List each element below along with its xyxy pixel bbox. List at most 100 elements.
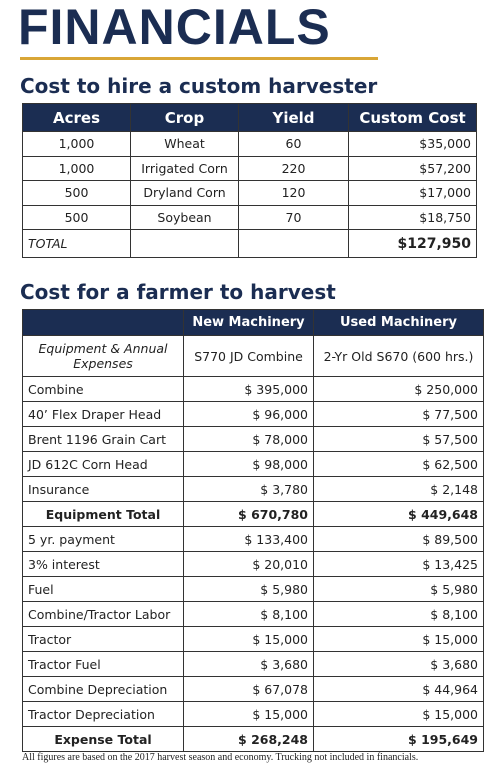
row-label: Tractor Fuel [22, 651, 184, 677]
section-heading: Cost to hire a custom harvester [20, 74, 378, 98]
row-label: Combine Depreciation [22, 676, 184, 702]
table-cell: $ 195,649 [313, 726, 484, 752]
table-cell: 1,000 [22, 131, 131, 157]
table-row: Tractor Depreciation $ 15,000 $ 15,000 [22, 701, 484, 727]
table-row: Brent 1196 Grain Cart $ 78,000 $ 57,500 [22, 426, 484, 452]
table-cell: $17,000 [348, 180, 477, 206]
section-heading: Cost for a farmer to harvest [20, 280, 336, 304]
table-row: Expense Total $ 268,248 $ 195,649 [22, 726, 484, 752]
table-cell: $ 89,500 [313, 526, 484, 552]
table-cell: $ 449,648 [313, 501, 484, 527]
table-cell: 220 [238, 155, 349, 181]
table-cell: $ 8,100 [313, 601, 484, 627]
table-row: Combine $ 395,000 $ 250,000 [22, 376, 484, 402]
row-label: Combine [22, 376, 184, 402]
header-cell: Used Machinery [313, 309, 484, 336]
table-cell: 500 [22, 204, 131, 230]
subheader-cell: Equipment & Annual Expenses [22, 335, 184, 377]
table-cell: $ 98,000 [183, 451, 314, 477]
page-title: FINANCIALS [18, 0, 331, 55]
header-cell: Custom Cost [348, 103, 477, 132]
title-rule [20, 57, 378, 60]
table-cell: $ 133,400 [183, 526, 314, 552]
table-cell: $ 15,000 [313, 626, 484, 652]
table-cell: $ 15,000 [183, 701, 314, 727]
table-cell: $ 15,000 [183, 626, 314, 652]
row-label: Brent 1196 Grain Cart [22, 426, 184, 452]
table-cell: $ 250,000 [313, 376, 484, 402]
table-cell [130, 229, 239, 258]
farmer-cost-table: New Machinery Used Machinery Equipment & … [22, 309, 484, 752]
table-cell: $ 96,000 [183, 401, 314, 427]
row-label: Equipment Total [22, 501, 184, 527]
table-cell: $ 44,964 [313, 676, 484, 702]
row-label: Fuel [22, 576, 184, 602]
table-cell: $ 57,500 [313, 426, 484, 452]
table-row: Tractor $ 15,000 $ 15,000 [22, 626, 484, 652]
table-cell: $ 78,000 [183, 426, 314, 452]
table-cell: $ 268,248 [183, 726, 314, 752]
table-cell: $ 395,000 [183, 376, 314, 402]
row-label: JD 612C Corn Head [22, 451, 184, 477]
row-label: Insurance [22, 476, 184, 502]
table-row: Fuel $ 5,980 $ 5,980 [22, 576, 484, 602]
header-cell: Acres [22, 103, 131, 132]
table-row: Combine/Tractor Labor $ 8,100 $ 8,100 [22, 601, 484, 627]
subheader-cell: 2-Yr Old S670 (600 hrs.) [313, 335, 484, 377]
table-cell: $ 2,148 [313, 476, 484, 502]
row-label: 40’ Flex Draper Head [22, 401, 184, 427]
table-row: 500 Dryland Corn 120 $17,000 [22, 180, 477, 206]
row-label: 5 yr. payment [22, 526, 184, 552]
table-row: Insurance $ 3,780 $ 2,148 [22, 476, 484, 502]
table-cell: $ 62,500 [313, 451, 484, 477]
table-cell: Dryland Corn [130, 180, 239, 206]
table-cell: $ 8,100 [183, 601, 314, 627]
table-cell: $ 67,078 [183, 676, 314, 702]
row-label: Expense Total [22, 726, 184, 752]
table-cell: $ 5,980 [313, 576, 484, 602]
table-cell: Soybean [130, 204, 239, 230]
table-row: 3% interest $ 20,010 $ 13,425 [22, 551, 484, 577]
total-value: $127,950 [348, 229, 477, 258]
table-cell: $ 3,680 [183, 651, 314, 677]
table-cell: 120 [238, 180, 349, 206]
table-cell: 500 [22, 180, 131, 206]
table-row: 1,000 Irrigated Corn 220 $57,200 [22, 155, 477, 181]
footnote: All figures are based on the 2017 harves… [22, 752, 419, 763]
header-cell: Yield [238, 103, 349, 132]
table-cell: $ 13,425 [313, 551, 484, 577]
table-cell: $35,000 [348, 131, 477, 157]
table-cell: 70 [238, 204, 349, 230]
table-row: Combine Depreciation $ 67,078 $ 44,964 [22, 676, 484, 702]
table-cell: $ 3,680 [313, 651, 484, 677]
table-row: 1,000 Wheat 60 $35,000 [22, 131, 477, 157]
table-row: Equipment Total $ 670,780 $ 449,648 [22, 501, 484, 527]
table-row: 40’ Flex Draper Head $ 96,000 $ 77,500 [22, 401, 484, 427]
subheader-cell: S770 JD Combine [183, 335, 314, 377]
subheader-row: Equipment & Annual Expenses S770 JD Combi… [22, 335, 484, 377]
table-cell: $18,750 [348, 204, 477, 230]
row-label: Tractor Depreciation [22, 701, 184, 727]
row-label: 3% interest [22, 551, 184, 577]
row-label: Tractor [22, 626, 184, 652]
table-row: 5 yr. payment $ 133,400 $ 89,500 [22, 526, 484, 552]
table-cell [238, 229, 349, 258]
header-cell [22, 309, 184, 336]
table-row: 500 Soybean 70 $18,750 [22, 204, 477, 230]
row-label: Combine/Tractor Labor [22, 601, 184, 627]
table-cell: 1,000 [22, 155, 131, 181]
total-label: TOTAL [22, 229, 131, 258]
table-cell: Wheat [130, 131, 239, 157]
header-cell: Crop [130, 103, 239, 132]
custom-cost-table: Acres Crop Yield Custom Cost 1,000 Wheat 60 $3… [22, 103, 477, 258]
table-cell: $ 3,780 [183, 476, 314, 502]
table-cell: $ 20,010 [183, 551, 314, 577]
table-row: Tractor Fuel $ 3,680 $ 3,680 [22, 651, 484, 677]
table-cell: 60 [238, 131, 349, 157]
table-cell: $57,200 [348, 155, 477, 181]
table-cell: $ 15,000 [313, 701, 484, 727]
table-cell: $ 77,500 [313, 401, 484, 427]
table-row: JD 612C Corn Head $ 98,000 $ 62,500 [22, 451, 484, 477]
table-cell: Irrigated Corn [130, 155, 239, 181]
